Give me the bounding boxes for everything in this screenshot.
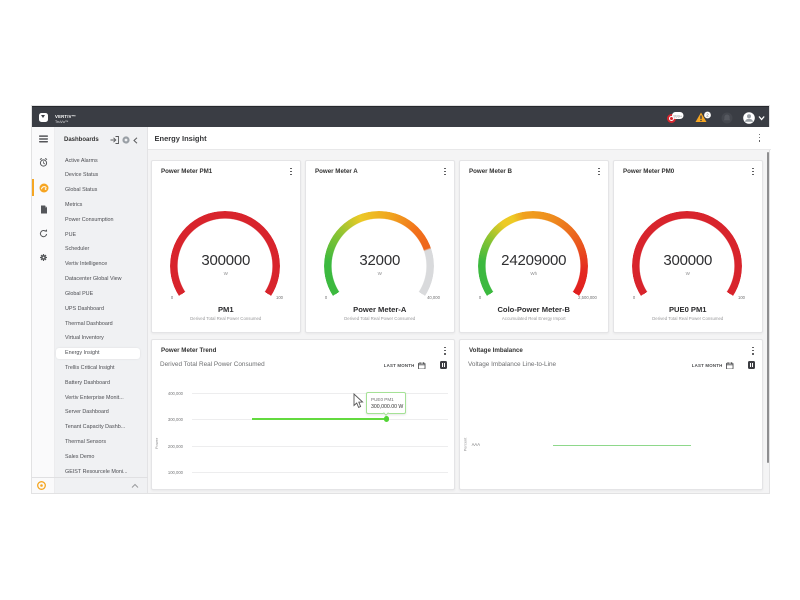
- svg-text:2: 2: [706, 113, 709, 118]
- svg-text:999+: 999+: [673, 113, 683, 118]
